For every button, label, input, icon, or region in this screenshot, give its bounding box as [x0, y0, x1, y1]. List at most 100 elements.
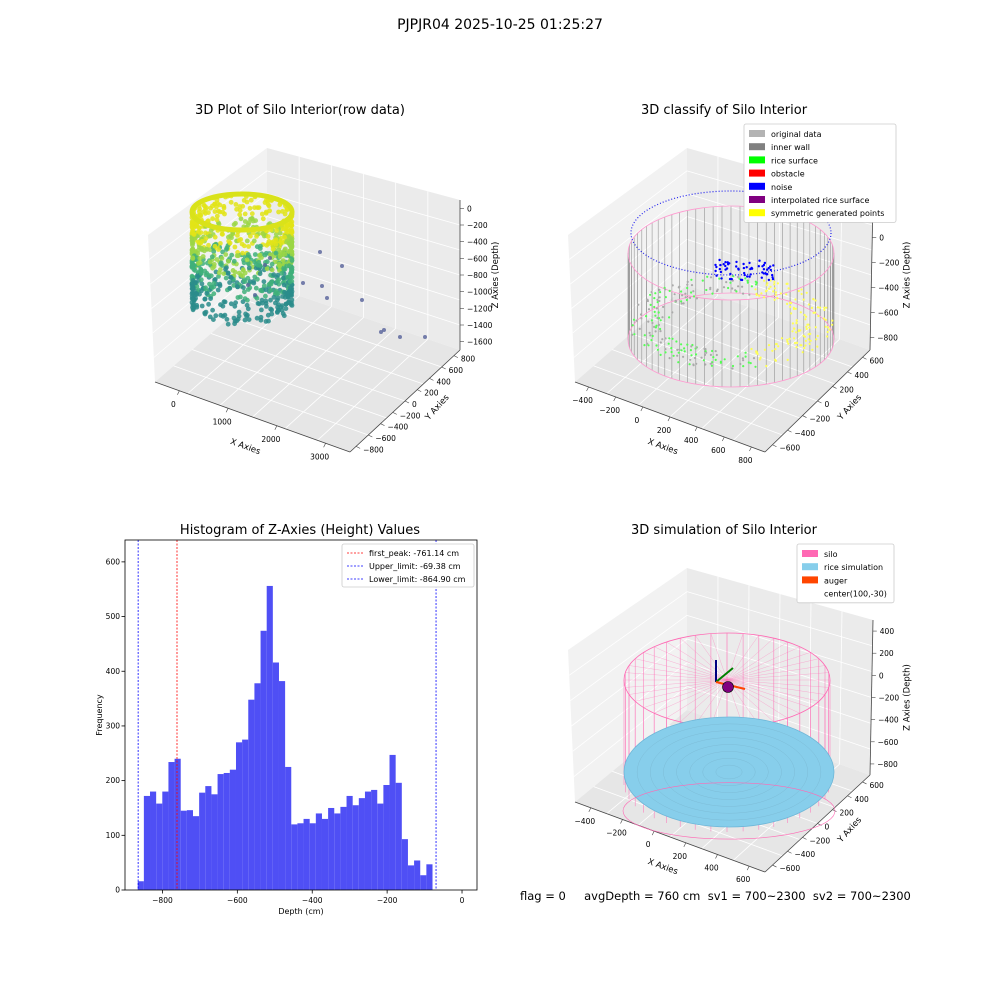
data-point	[198, 271, 204, 276]
legend-swatch	[802, 563, 818, 571]
legend-label: Lower_limit: -864.90 cm	[369, 575, 466, 584]
surface-point	[664, 296, 667, 299]
data-point	[247, 205, 253, 211]
z-tick-label: −400	[878, 716, 899, 725]
legend-swatch	[749, 143, 765, 151]
surface-point	[814, 311, 817, 314]
silo-roof-wire	[625, 672, 728, 681]
silo-rim-top	[627, 205, 835, 301]
data-point	[257, 271, 263, 277]
data-point	[242, 219, 248, 224]
data-point	[275, 279, 280, 284]
x-tick-label: 200	[657, 426, 672, 435]
data-point	[225, 321, 231, 327]
surface-point	[754, 288, 757, 291]
surface-point	[795, 331, 798, 334]
data-point	[286, 234, 292, 239]
legend-label: original data	[771, 130, 822, 139]
legend-label: first_peak: -761.14 cm	[369, 549, 459, 558]
noise-point	[761, 265, 764, 268]
surface-point	[741, 285, 744, 288]
data-point	[286, 263, 292, 269]
y-tick-label: 400	[106, 667, 121, 676]
outlier-point	[379, 330, 383, 334]
y-tick-label: 300	[106, 721, 121, 730]
data-point	[197, 260, 203, 265]
data-point	[234, 253, 240, 259]
surface-point	[786, 302, 789, 305]
surface-point	[671, 311, 674, 314]
surface-point	[681, 294, 684, 297]
surface-point	[676, 348, 679, 351]
histogram-bar	[420, 875, 427, 890]
y-tick-label: 400	[436, 377, 451, 386]
data-point	[268, 288, 273, 293]
surface-point	[769, 285, 772, 288]
data-point	[211, 261, 217, 267]
noise-point	[750, 267, 754, 270]
surface-point	[758, 358, 761, 361]
surface-point	[651, 334, 654, 338]
surface-point	[786, 358, 789, 361]
silo-rim-bottom	[627, 292, 835, 388]
surface-point	[670, 347, 673, 350]
data-point	[240, 250, 246, 256]
surface-point	[800, 292, 803, 296]
surface-point	[709, 276, 713, 279]
data-point	[190, 219, 195, 225]
x-tick	[586, 386, 589, 392]
data-point	[197, 256, 203, 261]
noise-point	[757, 265, 760, 268]
legend-box	[743, 123, 897, 223]
surface-point	[653, 325, 656, 328]
data-point	[210, 265, 216, 271]
data-point	[259, 300, 265, 306]
histogram-bar	[377, 803, 384, 890]
surface-point	[804, 344, 807, 347]
surface-point	[643, 334, 646, 337]
surface-point	[647, 308, 651, 311]
outlier-point	[398, 335, 402, 339]
outlier-point	[268, 256, 272, 260]
data-point	[194, 291, 199, 296]
surface-point	[727, 286, 730, 290]
surface-point	[661, 316, 664, 319]
data-point	[258, 243, 263, 249]
silo-roof-wire	[726, 679, 811, 708]
surface-point	[805, 291, 808, 294]
x-tick	[746, 866, 750, 871]
surface-point	[675, 340, 678, 343]
data-point	[205, 218, 211, 224]
histogram-bar	[186, 810, 193, 890]
surface-point	[690, 354, 693, 357]
surface-point	[711, 292, 714, 295]
y-tick	[802, 415, 807, 418]
data-point	[263, 298, 269, 304]
data-point	[240, 299, 246, 305]
surface-point	[664, 351, 667, 354]
panel4-3d-simulation: −400−20002004006006004002000−200−400−600…	[568, 543, 913, 884]
data-point	[189, 224, 195, 230]
surface-point	[680, 290, 683, 293]
x-tick-label: −400	[572, 396, 593, 405]
surface-point	[774, 358, 777, 361]
data-point	[242, 270, 248, 276]
surface-point	[773, 298, 776, 301]
surface-point	[639, 313, 643, 316]
surface-point	[659, 330, 662, 333]
z-tick-label: 0	[879, 234, 884, 243]
data-point	[190, 242, 195, 248]
data-point	[244, 257, 250, 263]
surface-point	[664, 348, 667, 351]
noise-point	[743, 271, 746, 275]
y-tick	[392, 412, 397, 415]
surface-point	[773, 280, 776, 284]
noise-point	[767, 278, 771, 282]
y-tick	[787, 429, 792, 433]
surface-point	[653, 297, 656, 300]
data-point	[211, 280, 217, 286]
surface-point	[714, 358, 717, 361]
surface-point	[632, 318, 636, 321]
histogram-bar	[371, 789, 378, 890]
surface-point	[799, 311, 802, 314]
